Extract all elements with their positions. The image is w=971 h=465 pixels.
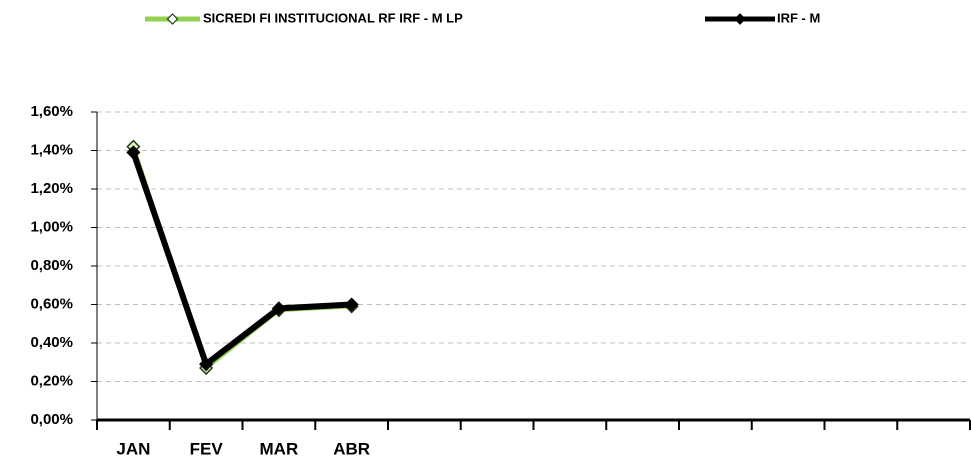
y-tick-label: 1,20%: [30, 180, 73, 197]
x-tick-label: FEV: [190, 439, 224, 458]
y-tick-label: 1,40%: [30, 141, 73, 158]
y-tick-label: 0,40%: [30, 334, 73, 351]
data-point: [344, 297, 359, 312]
y-tick-label: 1,60%: [30, 103, 73, 120]
y-tick-label: 0,20%: [30, 372, 73, 389]
legend-label: SICREDI FI INSTITUCIONAL RF IRF - M LP: [203, 10, 463, 25]
legend-marker: [166, 13, 179, 25]
x-tick-label: MAR: [260, 439, 299, 458]
series-line: [130, 151, 352, 368]
legend-marker: [734, 13, 746, 25]
data-point: [199, 357, 214, 372]
y-tick-label: 0,00%: [30, 411, 73, 428]
y-tick-label: 1,00%: [30, 218, 73, 235]
x-tick-label: ABR: [333, 439, 370, 458]
data-point: [271, 301, 286, 316]
y-tick-label: 0,60%: [30, 295, 73, 312]
y-tick-label: 0,80%: [30, 257, 73, 274]
data-point: [126, 145, 141, 160]
x-tick-label: JAN: [116, 439, 150, 458]
legend-label: IRF - M: [777, 10, 820, 25]
